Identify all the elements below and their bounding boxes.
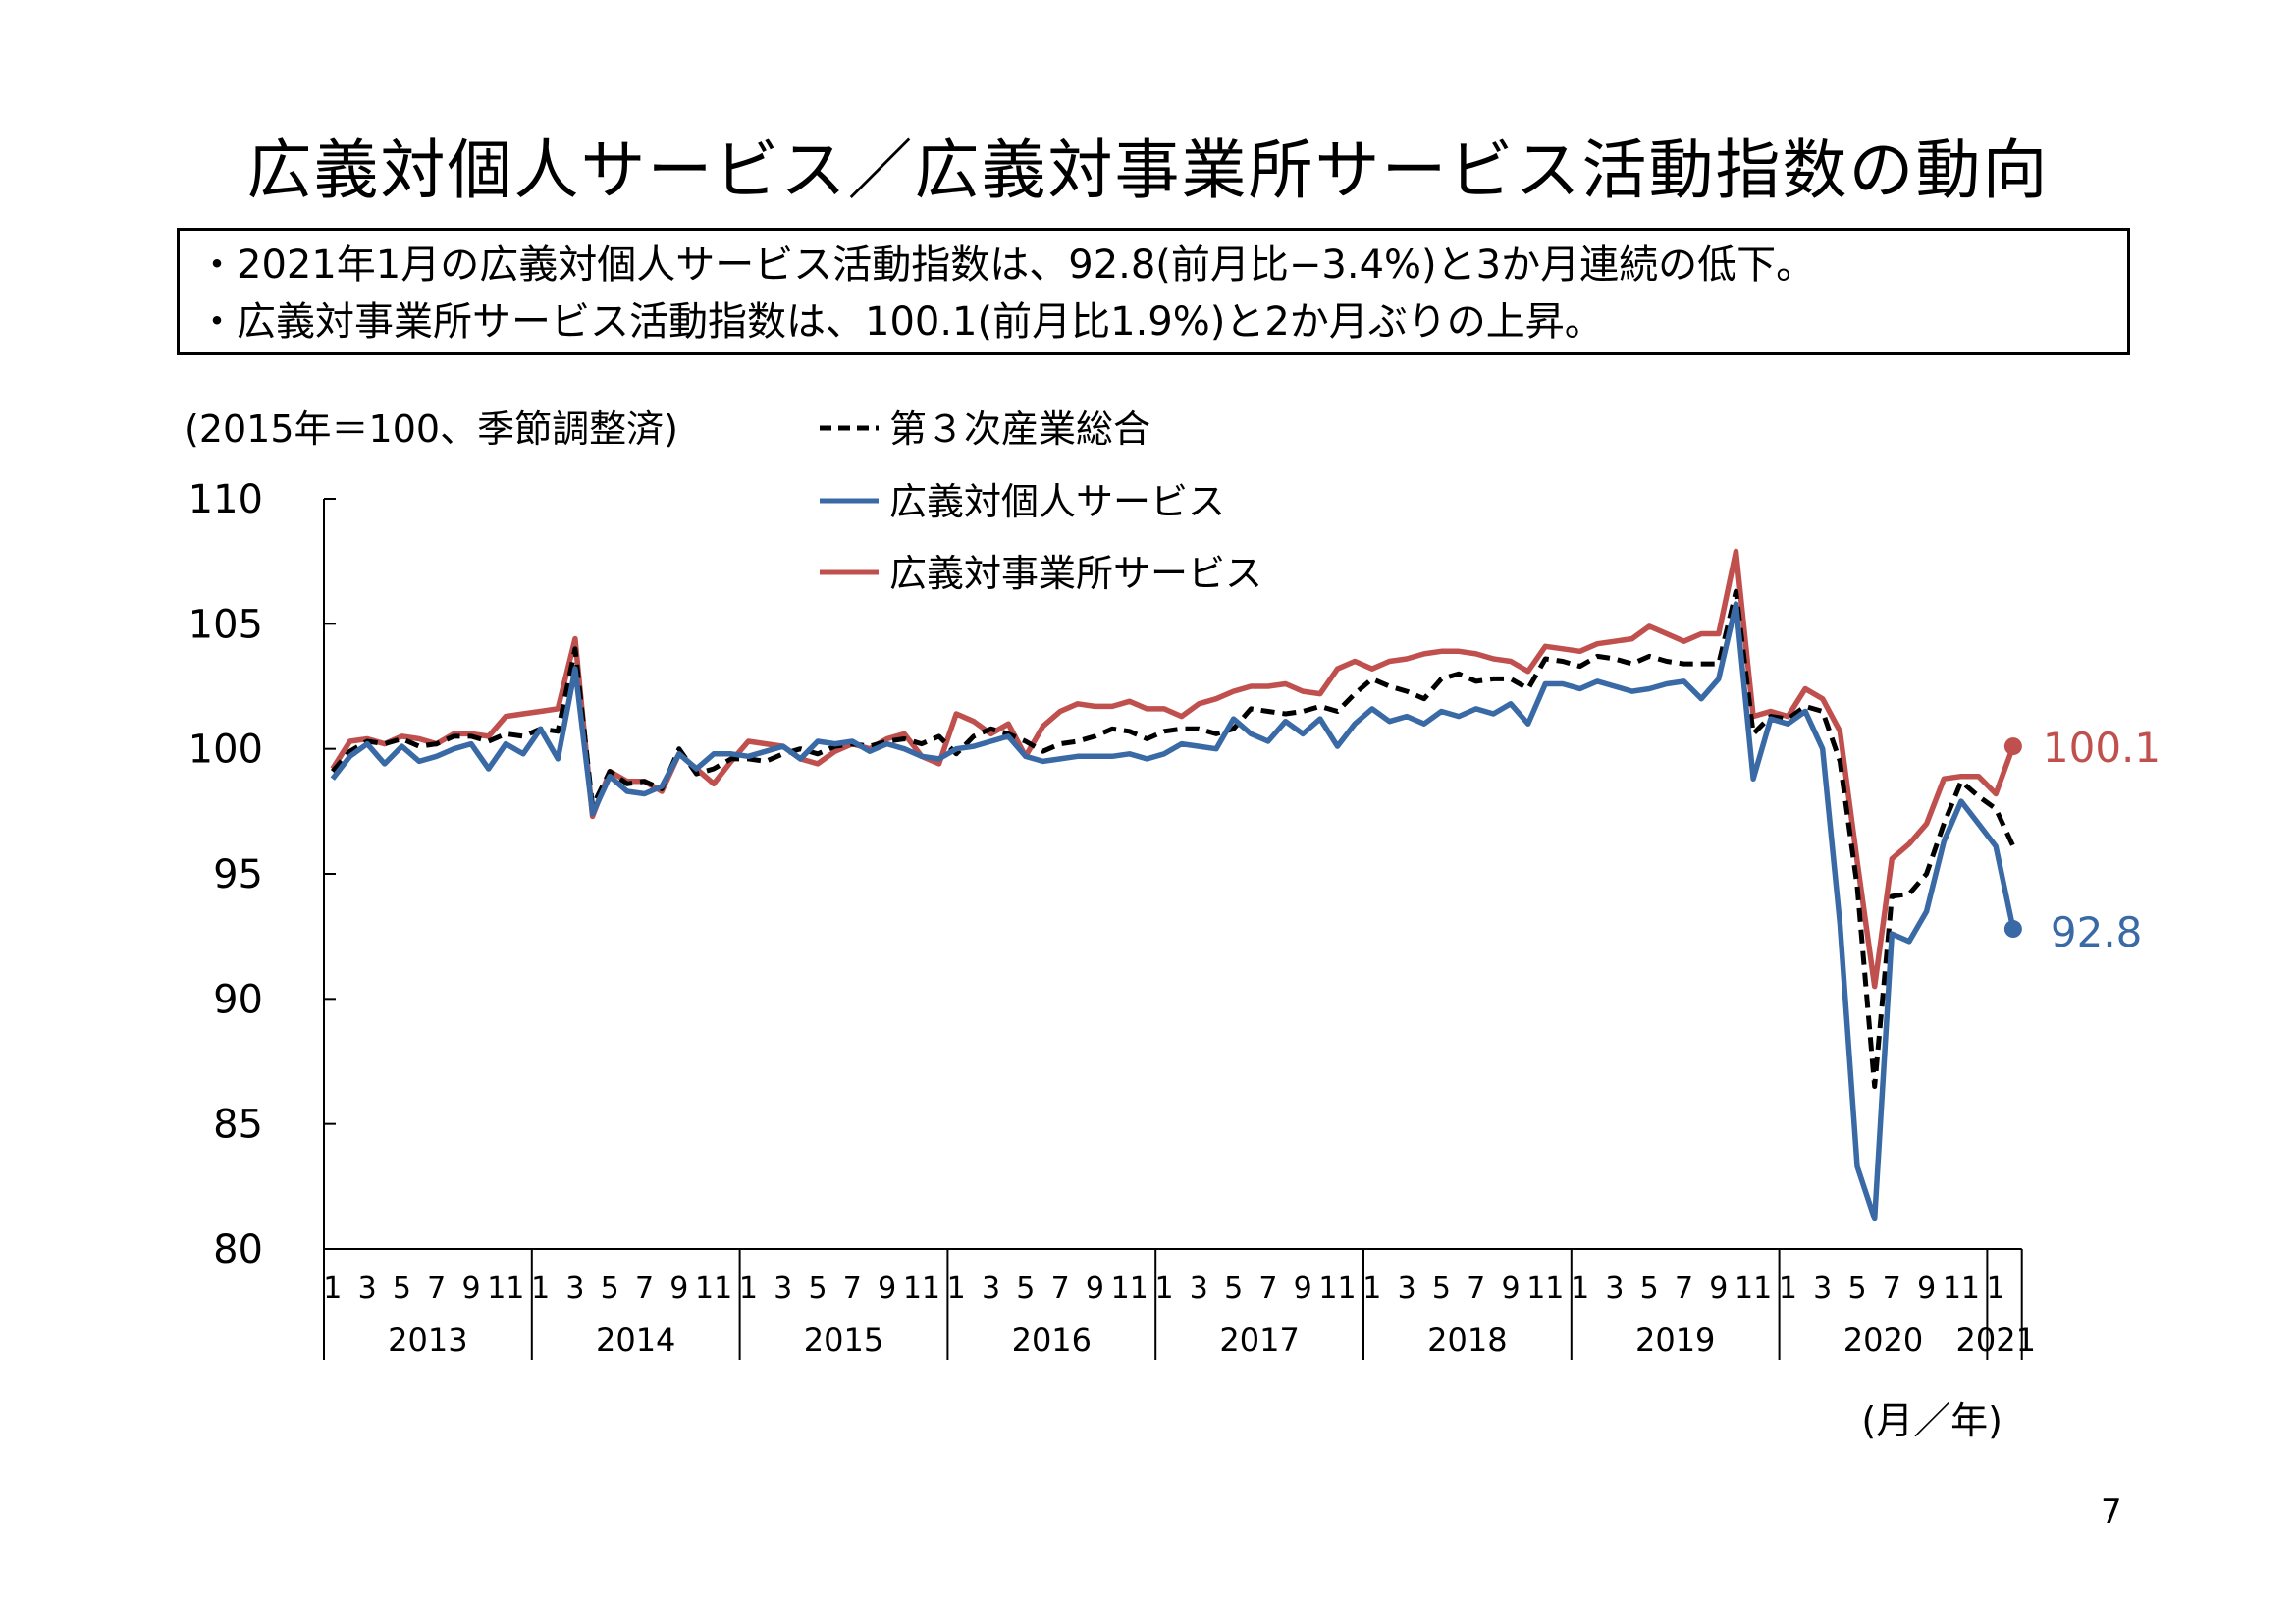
series-line-0 xyxy=(330,588,2016,1089)
year-label: 2018 xyxy=(1427,1322,1507,1359)
x-tick-label: 3 xyxy=(565,1272,584,1306)
x-tick-label: 5 xyxy=(1224,1272,1243,1306)
x-tick-label: 5 xyxy=(1432,1272,1451,1306)
y-tick-label: 95 xyxy=(213,852,263,897)
x-tick-label: 3 xyxy=(358,1272,377,1306)
x-tick-label: 11 xyxy=(1318,1272,1356,1306)
year-label: 2016 xyxy=(1012,1322,1092,1359)
year-label: 2014 xyxy=(596,1322,675,1359)
x-tick-label: 7 xyxy=(635,1272,654,1306)
x-tick-label: 7 xyxy=(1675,1272,1693,1306)
x-tick-label: 11 xyxy=(903,1272,940,1306)
y-tick-label: 110 xyxy=(188,477,263,522)
x-tick-label: 9 xyxy=(1709,1272,1728,1306)
x-tick-label: 3 xyxy=(1813,1272,1832,1306)
x-tick-label: 3 xyxy=(1398,1272,1416,1306)
x-tick-label: 11 xyxy=(1735,1272,1772,1306)
year-label: 2017 xyxy=(1219,1322,1299,1359)
x-tick-label: 1 xyxy=(1362,1272,1381,1306)
x-tick-label: 9 xyxy=(1086,1272,1104,1306)
x-tick-label: 9 xyxy=(461,1272,480,1306)
legend-label-0: 第３次産業総合 xyxy=(889,407,1150,451)
x-tick-label: 5 xyxy=(1640,1272,1659,1306)
series-line-1 xyxy=(330,601,2016,1222)
x-tick-label: 9 xyxy=(1294,1272,1312,1306)
unit-note: (2015年＝100、季節調整済) xyxy=(185,407,678,451)
year-label: 2020 xyxy=(1843,1322,1923,1359)
page-number: 7 xyxy=(2101,1492,2122,1532)
x-tick-label: 1 xyxy=(1154,1272,1173,1306)
x-tick-label: 5 xyxy=(601,1272,619,1306)
x-tick-label: 3 xyxy=(774,1272,792,1306)
y-tick-label: 80 xyxy=(213,1227,263,1272)
page-title: 広義対個人サービス／広義対事業所サービス活動指数の動向 xyxy=(246,133,2050,208)
y-tick-label: 90 xyxy=(213,977,263,1022)
x-tick-label: 11 xyxy=(1111,1272,1148,1306)
y-tick-label: 85 xyxy=(213,1103,263,1148)
x-tick-label: 7 xyxy=(1051,1272,1070,1306)
x-tick-label: 7 xyxy=(1883,1272,1901,1306)
x-tick-label: 5 xyxy=(1847,1272,1866,1306)
end-value-label: 92.8 xyxy=(2051,908,2143,956)
x-tick-label: 1 xyxy=(1987,1272,2005,1306)
x-tick-label: 11 xyxy=(1526,1272,1564,1306)
summary-line-business: ・広義対事業所サービス活動指数は、100.1(前月比1.9%)と2か月ぶりの上昇… xyxy=(197,299,1604,345)
x-tick-label: 3 xyxy=(982,1272,1000,1306)
summary-line-personal: ・2021年1月の広義対個人サービス活動指数は、92.8(前月比−3.4%)と3… xyxy=(197,243,1816,288)
x-tick-label: 1 xyxy=(1779,1272,1797,1306)
x-tick-label: 1 xyxy=(739,1272,758,1306)
x-tick-label: 1 xyxy=(531,1272,550,1306)
year-label: 2013 xyxy=(388,1322,467,1359)
end-marker xyxy=(2003,920,2022,939)
x-tick-label: 1 xyxy=(947,1272,966,1306)
x-tick-label: 3 xyxy=(1605,1272,1624,1306)
year-label: 2019 xyxy=(1635,1322,1715,1359)
end-value-label: 100.1 xyxy=(2043,724,2161,772)
x-tick-label: 9 xyxy=(1501,1272,1520,1306)
x-tick-label: 7 xyxy=(1467,1272,1485,1306)
x-tick-label: 9 xyxy=(669,1272,688,1306)
x-tick-label: 7 xyxy=(843,1272,862,1306)
x-tick-label: 11 xyxy=(1943,1272,1980,1306)
x-tick-label: 9 xyxy=(1917,1272,1936,1306)
x-tick-label: 3 xyxy=(1190,1272,1208,1306)
y-tick-label: 100 xyxy=(188,728,263,773)
x-tick-label: 9 xyxy=(878,1272,896,1306)
x-axis-label: (月／年) xyxy=(1861,1399,2002,1442)
x-tick-label: 7 xyxy=(1258,1272,1277,1306)
x-tick-label: 1 xyxy=(323,1272,342,1306)
x-tick-label: 11 xyxy=(695,1272,732,1306)
x-tick-label: 1 xyxy=(1571,1272,1589,1306)
year-label: 2015 xyxy=(804,1322,883,1359)
series-layer xyxy=(330,548,2016,1222)
x-tick-label: 11 xyxy=(487,1272,524,1306)
legend-label-2: 広義対事業所サービス xyxy=(889,552,1262,595)
end-labels: 100.1 92.8 xyxy=(2003,724,2161,956)
legend-label-1: 広義対個人サービス xyxy=(889,480,1225,523)
x-tick-label: 5 xyxy=(393,1272,411,1306)
x-tick-label: 5 xyxy=(1016,1272,1035,1306)
end-marker xyxy=(2003,737,2022,756)
x-tick-label: 5 xyxy=(808,1272,827,1306)
year-label: 2021 xyxy=(1956,1322,2036,1359)
y-tick-label: 105 xyxy=(188,602,263,647)
summary-box: ・2021年1月の広義対個人サービス活動指数は、92.8(前月比−3.4%)と3… xyxy=(177,228,2130,355)
x-tick-label: 7 xyxy=(427,1272,446,1306)
